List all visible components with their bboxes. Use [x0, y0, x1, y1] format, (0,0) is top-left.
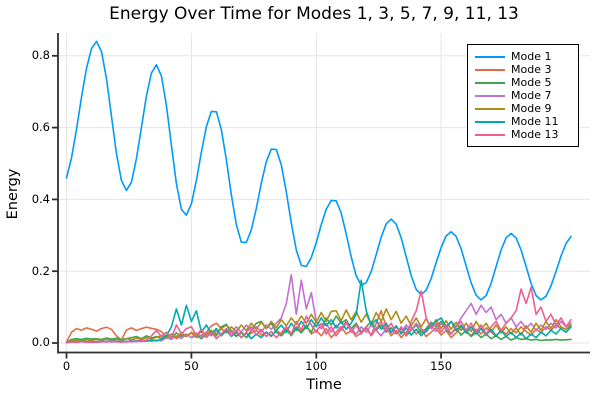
- legend-line-swatch: [475, 68, 505, 71]
- legend: Mode 1 Mode 3 Mode 5 Mode 7 Mode 9 Mode 11 Mod…: [467, 44, 579, 147]
- legend-item: Mode 5: [475, 76, 574, 89]
- y-tick-label: 0.6: [31, 120, 50, 135]
- legend-line-swatch: [475, 107, 505, 110]
- x-tick-label: 0: [62, 358, 71, 373]
- chart-title: Energy Over Time for Modes 1, 3, 5, 7, 9…: [109, 4, 519, 24]
- legend-label: Mode 1: [511, 49, 552, 63]
- y-tick-label: 0.0: [31, 335, 50, 350]
- legend-line-swatch: [475, 55, 505, 58]
- legend-item: Mode 3: [475, 63, 574, 76]
- series-mode-9: [65, 308, 572, 344]
- legend-line-swatch: [475, 133, 505, 136]
- x-axis-label: Time: [306, 377, 342, 393]
- x-tick-label: 50: [184, 358, 199, 373]
- legend-item: Mode 1: [475, 50, 574, 63]
- series-mode-3: [65, 309, 572, 344]
- legend-item: Mode 13: [475, 128, 574, 141]
- legend-label: Mode 7: [511, 88, 552, 102]
- series-mode-13: [65, 286, 572, 344]
- y-tick-label: 0.4: [31, 191, 50, 206]
- x-tick-label: 100: [305, 358, 328, 373]
- y-tick-label: 0.8: [31, 48, 50, 63]
- x-tick-label: 150: [430, 358, 453, 373]
- legend-line-swatch: [475, 94, 505, 97]
- y-tick-label: 0.2: [31, 263, 50, 278]
- legend-label: Mode 11: [511, 114, 559, 128]
- legend-line-swatch: [475, 81, 505, 84]
- legend-label: Mode 13: [511, 127, 559, 141]
- legend-item: Mode 7: [475, 89, 574, 102]
- legend-label: Mode 9: [511, 101, 552, 115]
- series-mode-1: [65, 40, 572, 301]
- legend-label: Mode 3: [511, 62, 552, 76]
- legend-item: Mode 9: [475, 102, 574, 115]
- legend-label: Mode 5: [511, 75, 552, 89]
- legend-item: Mode 11: [475, 115, 574, 128]
- legend-line-swatch: [475, 120, 505, 123]
